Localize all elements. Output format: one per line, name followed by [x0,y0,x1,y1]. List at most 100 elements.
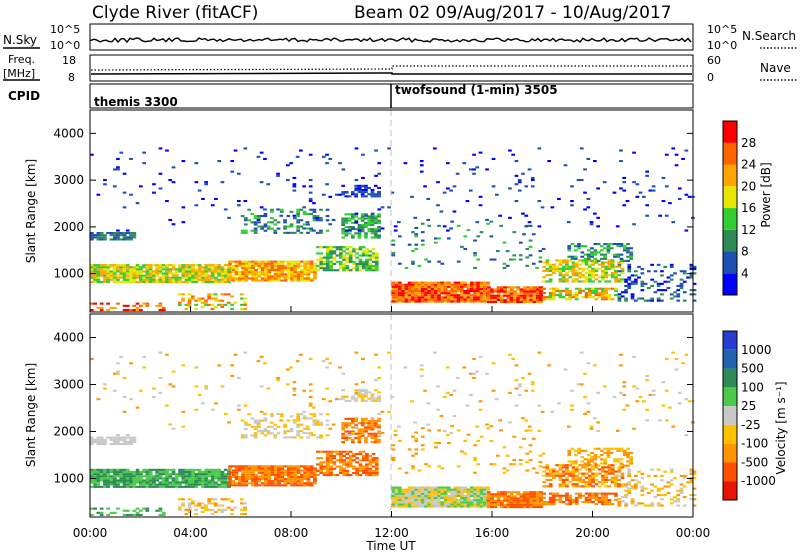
velocity-colorbar-tick: -100 [741,437,768,451]
power-cell [283,279,288,282]
velocity-cell [357,436,362,439]
power-cell [456,281,461,284]
power-cell [374,267,379,270]
power-cell [380,227,385,230]
velocity-cell [436,408,440,411]
velocity-cell [132,479,137,482]
velocity-cell [90,436,94,439]
power-cell [624,289,628,292]
velocity-cell [332,474,337,477]
power-cell [371,269,376,272]
power-cell [548,265,553,268]
power-cell [217,266,222,269]
power-cell [430,296,435,299]
power-cell [487,298,491,301]
power-cell [270,260,275,263]
velocity-cell [456,501,461,504]
velocity-cell [329,469,333,472]
power-cell [191,295,195,298]
power-cell [479,298,484,301]
velocity-cell [532,491,537,494]
velocity-cell [244,473,249,476]
power-cell [145,264,150,267]
velocity-cell [627,472,632,475]
velocity-cell [339,461,343,464]
power-cell [116,280,120,283]
velocity-cell [617,470,622,473]
velocity-cell [273,478,278,481]
velocity-cell [586,410,591,413]
power-cell [264,271,268,274]
velocity-cell [394,505,399,508]
power-cell [348,250,353,253]
power-cell [263,215,268,218]
velocity-cell [217,468,222,471]
velocity-cell [475,370,480,373]
velocity-cell [174,481,179,484]
power-cell [300,271,304,274]
power-cell [565,272,569,275]
velocity-cell [532,493,537,496]
power-cell [168,276,173,279]
velocity-cell [260,432,264,435]
velocity-colorbar-bin [723,481,737,500]
velocity-cell [537,429,542,432]
velocity-cell [103,483,107,486]
velocity-cell [322,467,327,470]
velocity-cell [603,451,607,454]
power-cell [256,155,261,158]
velocity-cell [361,465,366,468]
power-cell [529,296,534,299]
velocity-cell [292,393,297,396]
power-cell [145,268,150,271]
velocity-cell [122,473,127,476]
power-cell [472,168,476,171]
velocity-cell [524,419,529,422]
power-cell [627,278,632,281]
power-cell [287,262,291,265]
power-cell [273,271,278,274]
velocity-cell [440,490,445,493]
velocity-cell [380,431,385,434]
velocity-cell [500,506,504,509]
velocity-cell [450,488,454,491]
power-cell [509,288,514,291]
power-cell [525,247,530,250]
velocity-cell [588,478,592,481]
velocity-cell [217,470,222,473]
power-cell [411,294,415,297]
power-cell [478,195,483,198]
power-cell [129,272,133,275]
power-cell [660,274,664,277]
velocity-cell [231,465,236,468]
velocity-cell [135,481,140,484]
power-cell [570,255,575,258]
velocity-cell [109,481,114,484]
velocity-cell [404,497,409,500]
power-cell [286,231,291,234]
power-cell [201,272,205,275]
power-cell [581,296,586,299]
velocity-cell [603,458,607,461]
velocity-cell [257,419,261,422]
velocity-cell [273,473,278,476]
velocity-cell [357,422,362,425]
power-cell [90,274,94,277]
velocity-cell [277,465,281,468]
power-cell [260,273,265,276]
power-cell [325,260,330,263]
velocity-cell [223,485,228,488]
power-cell [417,296,422,299]
velocity-cell [479,497,484,500]
power-cell [583,253,588,256]
velocity-cell [393,429,398,432]
velocity-cell [440,488,445,491]
velocity-cell [207,473,212,476]
power-cell [398,292,402,295]
power-cell [558,261,563,264]
power-cell [658,214,662,217]
power-cell [360,189,365,192]
power-cell [558,263,563,266]
velocity-cell [373,426,378,429]
velocity-cell [604,472,608,475]
